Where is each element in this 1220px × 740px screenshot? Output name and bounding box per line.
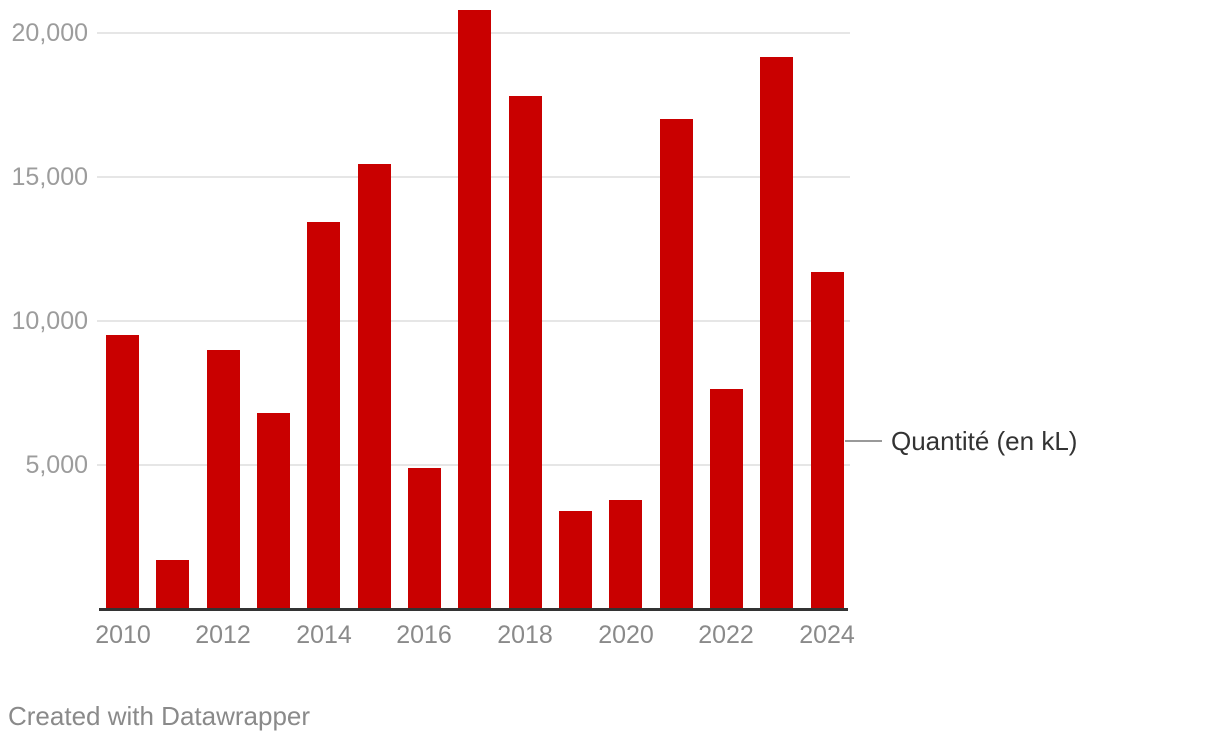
bar-2024[interactable] xyxy=(811,272,844,608)
bar-2012[interactable] xyxy=(207,350,240,608)
x-tick-label: 2020 xyxy=(598,621,654,649)
bar-2011[interactable] xyxy=(156,560,189,608)
bar-2017[interactable] xyxy=(458,10,491,608)
y-tick-label: 10,000 xyxy=(11,307,88,335)
bar-2020[interactable] xyxy=(609,500,642,608)
bar-2018[interactable] xyxy=(509,96,542,608)
series-label: Quantité (en kL) xyxy=(891,426,1078,456)
bar-2010[interactable] xyxy=(106,335,139,608)
bar-2023[interactable] xyxy=(760,57,793,608)
legend-connector-line xyxy=(845,440,882,442)
x-tick-label: 2018 xyxy=(497,621,553,649)
y-tick-label: 5,000 xyxy=(25,451,88,479)
x-tick-label: 2012 xyxy=(195,621,251,649)
bar-2021[interactable] xyxy=(660,119,693,608)
x-tick-label: 2010 xyxy=(95,621,151,649)
y-tick-label: 20,000 xyxy=(11,19,88,47)
bar-2019[interactable] xyxy=(559,511,592,608)
bar-2014[interactable] xyxy=(307,222,340,608)
x-axis-line xyxy=(99,608,848,611)
x-tick-label: 2024 xyxy=(799,621,855,649)
bar-2015[interactable] xyxy=(358,164,391,608)
bar-2013[interactable] xyxy=(257,413,290,608)
datawrapper-attribution-link[interactable]: Created with Datawrapper xyxy=(8,701,311,731)
bar-2016[interactable] xyxy=(408,468,441,608)
x-tick-label: 2016 xyxy=(396,621,452,649)
x-tick-label: 2014 xyxy=(296,621,352,649)
x-tick-label: 2022 xyxy=(698,621,754,649)
bar-2022[interactable] xyxy=(710,389,743,608)
y-tick-label: 15,000 xyxy=(11,163,88,191)
